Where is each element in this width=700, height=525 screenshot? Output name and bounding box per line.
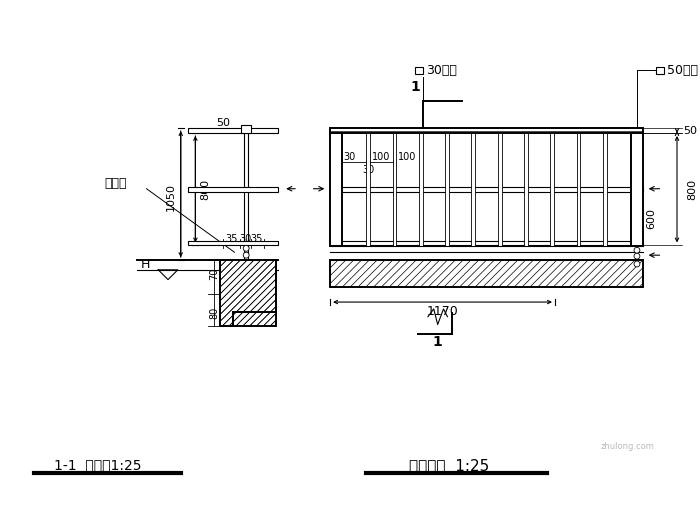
Bar [188,128,279,133]
Text: 1-1  剖面图1:25: 1-1 剖面图1:25 [54,458,141,472]
Circle shape [244,252,249,258]
Text: 1050: 1050 [166,183,176,211]
Text: H: H [141,258,150,271]
Text: 30钢管: 30钢管 [426,64,457,77]
Text: 600: 600 [647,208,657,229]
Text: 35: 35 [251,235,263,245]
Bar [330,133,342,246]
Bar [220,260,276,327]
Text: 70: 70 [209,267,219,280]
Bar [445,133,449,246]
Bar [631,133,643,246]
Text: 1: 1 [410,80,420,94]
Bar [498,133,502,246]
Text: 1: 1 [433,335,442,349]
Bar [419,133,423,246]
Circle shape [634,261,640,267]
Bar [188,187,279,192]
Text: 30: 30 [362,165,375,175]
Circle shape [244,245,249,251]
Bar [657,67,664,75]
Bar [330,240,643,245]
Text: 50: 50 [216,118,230,128]
Text: 100: 100 [372,152,391,162]
Bar [241,125,251,133]
Text: 预埋件: 预埋件 [104,177,127,190]
Bar [393,133,396,246]
Text: zhulong.com: zhulong.com [600,442,654,450]
Text: 30: 30 [239,235,251,245]
Bar [188,240,279,245]
Text: 30: 30 [343,152,356,162]
Bar [366,133,370,246]
Bar [330,128,643,133]
Text: 35: 35 [225,235,238,245]
Circle shape [634,247,640,253]
Text: 室内栏杆  1:25: 室内栏杆 1:25 [410,458,489,472]
Text: 800: 800 [687,178,696,200]
Bar [415,67,423,75]
Bar [471,133,475,246]
Bar [524,133,528,246]
Text: 80: 80 [209,307,219,319]
Bar [577,133,580,246]
Text: 100: 100 [398,152,416,162]
Text: 50: 50 [683,125,697,135]
Bar [330,260,643,287]
Text: 1170: 1170 [427,306,458,318]
Bar [330,260,643,287]
Bar [603,133,607,246]
Circle shape [634,253,640,259]
Text: 800: 800 [200,178,210,200]
Bar [330,187,643,192]
Bar [220,260,276,327]
Bar [550,133,554,246]
Text: 50钢管: 50钢管 [667,64,698,77]
